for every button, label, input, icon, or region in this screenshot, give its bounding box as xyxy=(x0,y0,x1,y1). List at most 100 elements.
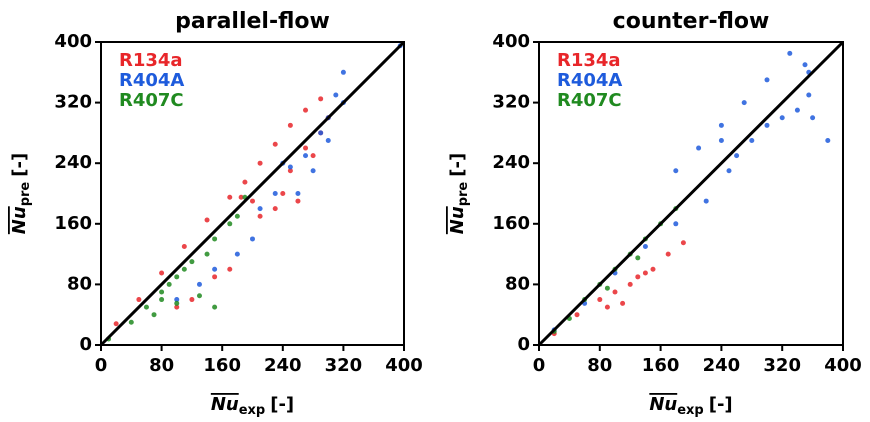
legend-entry: R407C xyxy=(119,90,184,111)
point xyxy=(627,281,633,287)
point xyxy=(238,194,244,200)
y-tick-label: 400 xyxy=(492,31,530,52)
reference-line xyxy=(99,40,406,347)
point xyxy=(181,244,187,250)
point xyxy=(295,191,301,196)
point xyxy=(726,168,732,174)
x-tick-label: 320 xyxy=(325,355,363,376)
point xyxy=(212,304,218,310)
chart-title: parallel-flow xyxy=(175,9,330,34)
point xyxy=(650,266,656,272)
point xyxy=(257,206,263,212)
y-label-sub: pre xyxy=(456,182,471,207)
x-label-sub: exp xyxy=(239,403,266,418)
x-tick-label: 80 xyxy=(149,355,174,376)
point xyxy=(204,217,210,223)
point xyxy=(181,266,187,272)
y-tick-label: 400 xyxy=(54,31,92,52)
point xyxy=(287,168,293,174)
point xyxy=(303,145,309,151)
point xyxy=(242,179,248,185)
point xyxy=(151,312,157,318)
point xyxy=(597,297,603,303)
point xyxy=(779,115,785,121)
x-tick-label: 400 xyxy=(824,355,862,376)
point xyxy=(128,319,134,325)
y-label-main: Nu xyxy=(9,206,30,234)
point xyxy=(174,304,180,310)
y-tick-label: 320 xyxy=(54,92,92,113)
point xyxy=(764,122,770,128)
point xyxy=(734,153,740,159)
point xyxy=(794,107,800,113)
y-tick-label: 80 xyxy=(67,273,92,294)
point xyxy=(234,251,240,257)
point xyxy=(280,191,286,196)
point xyxy=(604,304,610,310)
point xyxy=(189,297,195,303)
y-tick-label: 160 xyxy=(54,213,92,234)
panel: counter-flow 0 80 160 240 320 400 0 80 160 240 320 4… xyxy=(447,9,862,418)
y-label-main: Nu xyxy=(447,206,468,234)
point xyxy=(806,92,812,98)
point xyxy=(295,198,301,204)
x-label-unit: [-] xyxy=(709,394,733,415)
point xyxy=(749,137,755,143)
point xyxy=(825,137,831,143)
panel: parallel-flow 0 80 160 240 320 400 0 80 160 240 320… xyxy=(9,9,423,418)
point xyxy=(612,289,618,295)
x-tick-label: 0 xyxy=(95,355,108,376)
point xyxy=(665,251,671,257)
point xyxy=(143,304,149,310)
legend-entry: R404A xyxy=(557,70,622,91)
x-tick-label: 80 xyxy=(587,355,612,376)
point xyxy=(696,145,702,151)
point xyxy=(189,259,195,265)
y-tick-label: 0 xyxy=(79,334,92,355)
point xyxy=(810,115,816,121)
point xyxy=(680,240,686,246)
y-label-sub: pre xyxy=(18,182,33,207)
point xyxy=(287,122,293,128)
point xyxy=(764,77,770,83)
point xyxy=(303,107,309,113)
x-tick-label: 400 xyxy=(385,355,423,376)
y-tick-label: 0 xyxy=(517,334,530,355)
point xyxy=(310,153,316,159)
point xyxy=(257,160,263,166)
x-tick-label: 0 xyxy=(533,355,546,376)
x-tick-label: 240 xyxy=(264,355,302,376)
point xyxy=(136,297,142,303)
point xyxy=(673,221,679,227)
plot-frame xyxy=(100,41,405,346)
point xyxy=(196,281,202,287)
point xyxy=(227,221,233,227)
y-label-unit: [-] xyxy=(447,153,468,177)
point xyxy=(310,168,316,174)
legend-entry: R134a xyxy=(119,50,183,71)
point xyxy=(159,270,165,276)
x-label-main: Nu xyxy=(211,394,239,415)
point xyxy=(787,50,793,56)
point xyxy=(318,130,324,136)
point xyxy=(703,198,709,204)
point xyxy=(174,274,180,280)
x-tick-label: 160 xyxy=(203,355,241,376)
x-label-sub: exp xyxy=(677,403,704,418)
legend-entry: R134a xyxy=(557,50,621,71)
point xyxy=(166,281,172,287)
y-tick-label: 240 xyxy=(54,152,92,173)
point xyxy=(318,96,324,102)
y-axis-label: Nupre [-] xyxy=(9,153,33,234)
point xyxy=(604,285,610,291)
point xyxy=(227,266,233,272)
point xyxy=(227,194,233,200)
point xyxy=(340,69,346,75)
x-axis-label: Nuexp [-] xyxy=(211,394,294,418)
reference-line xyxy=(537,40,845,347)
point xyxy=(174,300,180,306)
point xyxy=(212,236,218,242)
point xyxy=(741,100,747,106)
point xyxy=(272,191,278,196)
